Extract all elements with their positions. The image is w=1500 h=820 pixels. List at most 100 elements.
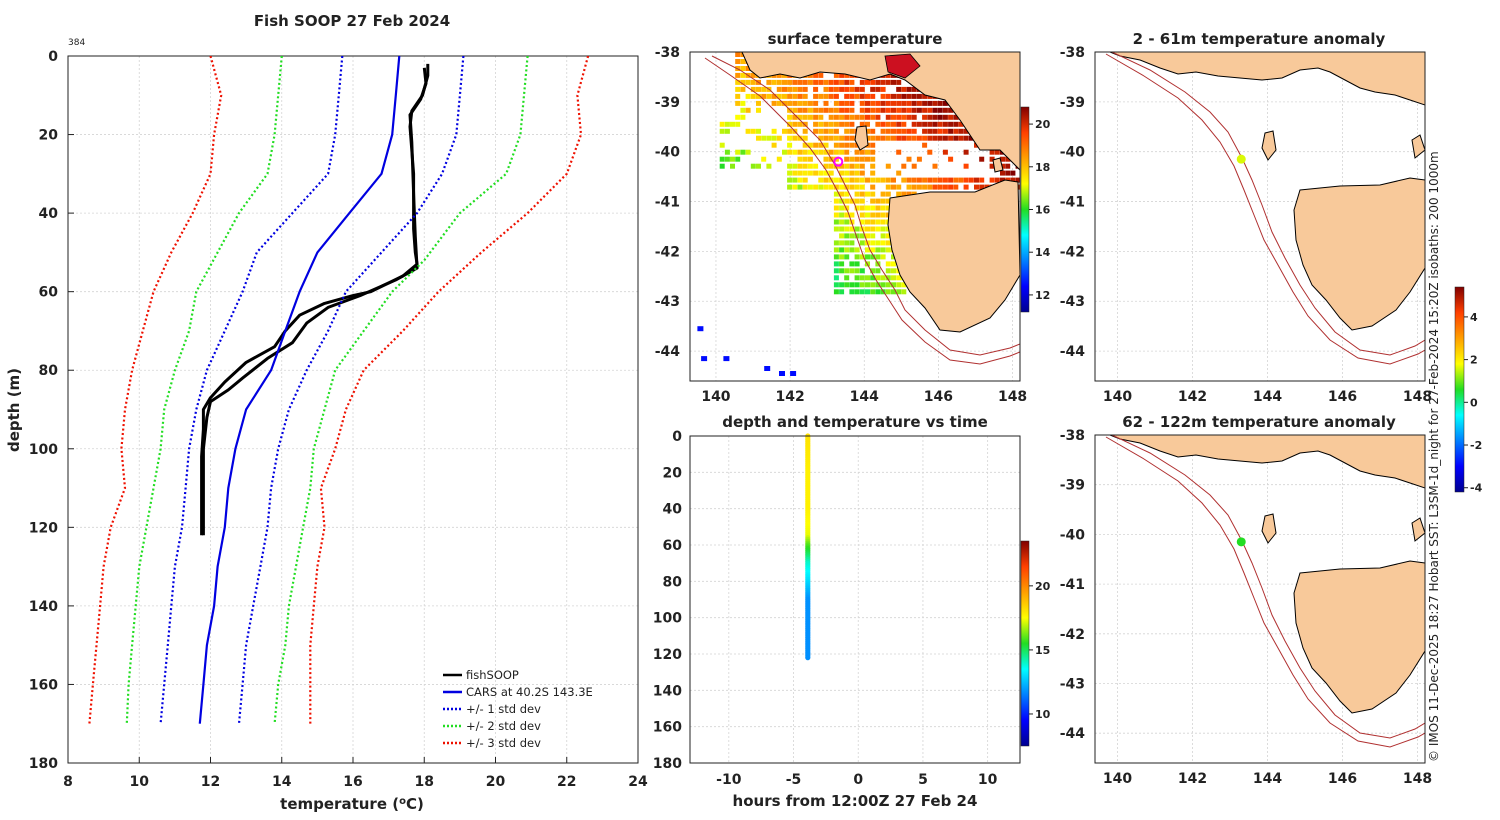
sst-pixel: [854, 289, 860, 295]
sst-pixel: [875, 100, 881, 106]
sst-pixel: [839, 240, 845, 246]
sst-pixel: [911, 93, 917, 99]
profile-ytick-label: 40: [39, 206, 59, 222]
depth-time-ytick-label: 120: [653, 647, 682, 663]
profile-legend: fishSOOP CARS at 40.2S 143.3E +/- 1 std …: [443, 668, 593, 750]
depth-time-axes-box: [689, 435, 1021, 764]
sst-pixel: [735, 79, 741, 85]
sst-pixel: [937, 107, 943, 113]
sst-pixel: [870, 107, 876, 113]
sst-pixel: [942, 184, 948, 190]
sst-pixel: [880, 177, 886, 183]
sst-pixel: [802, 128, 808, 134]
anom-shallow-panel: 2 - 61m temperature anomaly 140 142 144 146…: [1060, 30, 1432, 405]
sst-pixel: [833, 247, 839, 253]
sst-pixel: [740, 66, 746, 71]
sst-pixel: [764, 366, 771, 371]
depth-time-ytick-label: 0: [672, 429, 682, 445]
sst-pixel: [735, 93, 741, 99]
sst-pixel: [906, 100, 912, 106]
sst-bay-warm: [884, 53, 921, 79]
sst-pixel: [875, 289, 881, 295]
sst-pixel: [891, 282, 896, 288]
sst-pixel: [740, 59, 746, 64]
anom-deep-xtick-label: 148: [1403, 771, 1432, 787]
profile-xtick-label: 14: [272, 774, 292, 790]
sst-pixel: [813, 72, 819, 78]
anom-deep-ytick-label: -43: [1060, 676, 1085, 692]
sst-pixel: [922, 93, 928, 99]
profile-xtick-label: 22: [557, 774, 576, 790]
sst-pixel: [859, 219, 865, 225]
sst-pixel: [942, 107, 948, 113]
sst-pixel: [724, 149, 730, 155]
sst-pixel: [750, 128, 756, 134]
sst-pixel: [891, 79, 896, 85]
sst-pixel: [818, 79, 824, 85]
sst-pixel: [885, 163, 891, 169]
sst-pixel: [787, 149, 793, 155]
sst-pixel: [870, 177, 876, 183]
sst-pixel: [854, 114, 860, 120]
sst-pixel: [911, 177, 917, 183]
anom-deep-king-island: [1261, 513, 1277, 544]
sst-pixel: [927, 177, 933, 183]
sst-pixel: [911, 114, 917, 120]
sst-pixel: [839, 107, 845, 113]
sst-colorbar-tick-label: 14: [1035, 246, 1051, 259]
sst-pixel: [1000, 170, 1005, 176]
sst-pixel: [839, 163, 845, 169]
sst-mainland: [741, 52, 1020, 171]
sst-pixel: [849, 268, 855, 274]
sst-pixel: [932, 114, 938, 120]
sst-pixel: [854, 86, 860, 92]
legend-label-sd2: +/- 2 std dev: [466, 719, 541, 733]
sst-pixel: [761, 135, 767, 141]
sst-pixel: [859, 289, 865, 295]
sst-pixel: [787, 86, 793, 92]
profile-ytick-label: 100: [29, 442, 58, 458]
sst-pixel: [859, 282, 865, 288]
sst-pixel: [916, 156, 922, 162]
sst-pixel: [859, 114, 865, 120]
sst-pixel: [891, 261, 896, 267]
legend-label-sd3: +/- 3 std dev: [466, 736, 541, 750]
sst-isobaths: [704, 55, 1020, 365]
sst-pixel: [854, 93, 860, 99]
sst-pixel: [735, 156, 741, 162]
profile-ytick-label: 0: [48, 49, 58, 65]
profile-xtick-label: 8: [63, 774, 73, 790]
sst-pixel: [740, 86, 746, 92]
sst-pixel: [870, 275, 876, 281]
sst-pixel: [880, 205, 886, 211]
depth-time-xtick-label: -10: [716, 772, 742, 788]
sst-pixel: [870, 212, 876, 218]
anom-deep-ytick-label: -44: [1060, 726, 1086, 742]
sst-ytick-label: -43: [655, 294, 680, 310]
sst-pixel: [849, 93, 855, 99]
anom-deep-axes-box: [1094, 434, 1426, 764]
profile-axes-box: [67, 55, 639, 764]
sst-pixel: [782, 93, 787, 99]
sst-pixel: [839, 254, 845, 260]
sst-pixel: [854, 247, 860, 253]
sst-pixel: [870, 219, 876, 225]
sst-pixel: [792, 184, 798, 190]
sst-pixel: [901, 191, 907, 197]
sst-pixel: [844, 268, 850, 274]
sst-pixel: [844, 247, 850, 253]
anom-shallow-point: [1236, 154, 1246, 164]
depth-time-colorbar-tick-label: 15: [1035, 644, 1050, 657]
sst-pixel: [839, 86, 845, 92]
sst-pixel: [870, 79, 876, 85]
sst-colorbar: [1020, 106, 1030, 313]
anom-deep-ytick-label: -39: [1060, 478, 1085, 494]
sst-pixel: [833, 72, 839, 78]
sst-pixel: [865, 114, 870, 120]
sst-pixel: [818, 107, 824, 113]
sst-pixel: [968, 177, 974, 183]
sst-pixel: [922, 114, 928, 120]
sst-pixel: [948, 128, 954, 134]
anom-deep-isobath-200: [1111, 435, 1425, 739]
sst-pixel: [802, 107, 808, 113]
